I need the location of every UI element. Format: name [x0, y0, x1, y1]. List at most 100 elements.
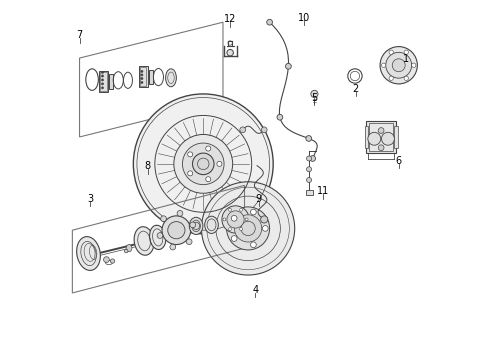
- Circle shape: [250, 209, 256, 215]
- Circle shape: [306, 156, 311, 161]
- Bar: [368, 123, 392, 150]
- Bar: [109, 74, 113, 89]
- Circle shape: [103, 257, 109, 262]
- Circle shape: [223, 218, 225, 221]
- Text: 10: 10: [297, 13, 309, 23]
- Bar: [140, 67, 146, 86]
- Circle shape: [141, 81, 142, 84]
- Circle shape: [101, 79, 103, 81]
- Text: 8: 8: [144, 161, 150, 171]
- Circle shape: [226, 207, 269, 250]
- Circle shape: [228, 228, 231, 230]
- Ellipse shape: [189, 217, 203, 234]
- Ellipse shape: [149, 225, 165, 249]
- Circle shape: [157, 233, 163, 238]
- Circle shape: [378, 145, 383, 150]
- Circle shape: [174, 134, 232, 193]
- Circle shape: [285, 63, 291, 69]
- Circle shape: [277, 114, 282, 120]
- Circle shape: [306, 167, 311, 172]
- Circle shape: [378, 128, 383, 134]
- Bar: [139, 66, 147, 87]
- Circle shape: [234, 215, 261, 242]
- Circle shape: [231, 236, 237, 242]
- Ellipse shape: [77, 237, 100, 270]
- Circle shape: [310, 90, 317, 98]
- Circle shape: [187, 152, 192, 157]
- Circle shape: [124, 249, 128, 253]
- Circle shape: [226, 49, 233, 56]
- Circle shape: [239, 228, 242, 230]
- Circle shape: [110, 259, 115, 263]
- Circle shape: [167, 222, 184, 239]
- Circle shape: [228, 208, 231, 211]
- Circle shape: [239, 127, 245, 133]
- Circle shape: [162, 216, 190, 244]
- Circle shape: [411, 63, 415, 67]
- Ellipse shape: [204, 216, 218, 233]
- Circle shape: [101, 75, 103, 77]
- Circle shape: [260, 216, 267, 223]
- Ellipse shape: [191, 220, 200, 231]
- Circle shape: [177, 211, 183, 216]
- Circle shape: [101, 83, 103, 85]
- Circle shape: [244, 218, 247, 221]
- Circle shape: [141, 70, 142, 72]
- Circle shape: [231, 215, 237, 221]
- Circle shape: [261, 127, 266, 133]
- Bar: [364, 126, 367, 148]
- Circle shape: [262, 226, 267, 231]
- Circle shape: [305, 136, 311, 141]
- Circle shape: [250, 242, 256, 248]
- Circle shape: [367, 132, 380, 145]
- Circle shape: [266, 19, 272, 25]
- Circle shape: [201, 182, 294, 275]
- Circle shape: [403, 50, 407, 54]
- Circle shape: [239, 208, 242, 211]
- Circle shape: [169, 244, 175, 250]
- Circle shape: [403, 76, 407, 80]
- Circle shape: [205, 146, 210, 151]
- Text: 9: 9: [255, 194, 262, 204]
- Bar: [366, 121, 395, 153]
- Text: 12: 12: [224, 14, 236, 24]
- Ellipse shape: [165, 69, 176, 87]
- Circle shape: [192, 153, 214, 175]
- Text: 11: 11: [317, 186, 329, 197]
- Circle shape: [161, 216, 166, 221]
- Circle shape: [186, 239, 192, 244]
- Circle shape: [391, 59, 405, 72]
- Circle shape: [187, 171, 192, 176]
- Circle shape: [381, 132, 394, 145]
- Bar: [99, 71, 108, 92]
- Circle shape: [141, 77, 142, 80]
- Circle shape: [385, 52, 411, 78]
- Ellipse shape: [126, 244, 132, 252]
- Circle shape: [101, 87, 103, 89]
- Circle shape: [306, 177, 311, 183]
- Circle shape: [226, 211, 244, 228]
- Circle shape: [222, 206, 249, 233]
- Bar: [393, 126, 397, 148]
- Circle shape: [217, 161, 222, 166]
- Bar: [100, 72, 106, 91]
- Text: 5: 5: [311, 93, 317, 103]
- Text: 6: 6: [395, 156, 401, 166]
- Bar: [148, 70, 153, 84]
- Circle shape: [381, 63, 385, 67]
- Text: 4: 4: [252, 285, 258, 295]
- Text: 2: 2: [352, 84, 358, 94]
- Circle shape: [133, 94, 273, 234]
- Bar: [305, 190, 313, 195]
- Circle shape: [388, 76, 392, 80]
- Circle shape: [101, 71, 103, 73]
- Circle shape: [141, 74, 142, 76]
- Text: 3: 3: [87, 194, 93, 204]
- Circle shape: [388, 50, 392, 54]
- Text: 7: 7: [76, 31, 82, 40]
- Circle shape: [379, 46, 416, 84]
- Circle shape: [205, 177, 210, 182]
- Text: 1: 1: [402, 54, 408, 64]
- Circle shape: [182, 143, 224, 185]
- Circle shape: [189, 222, 195, 228]
